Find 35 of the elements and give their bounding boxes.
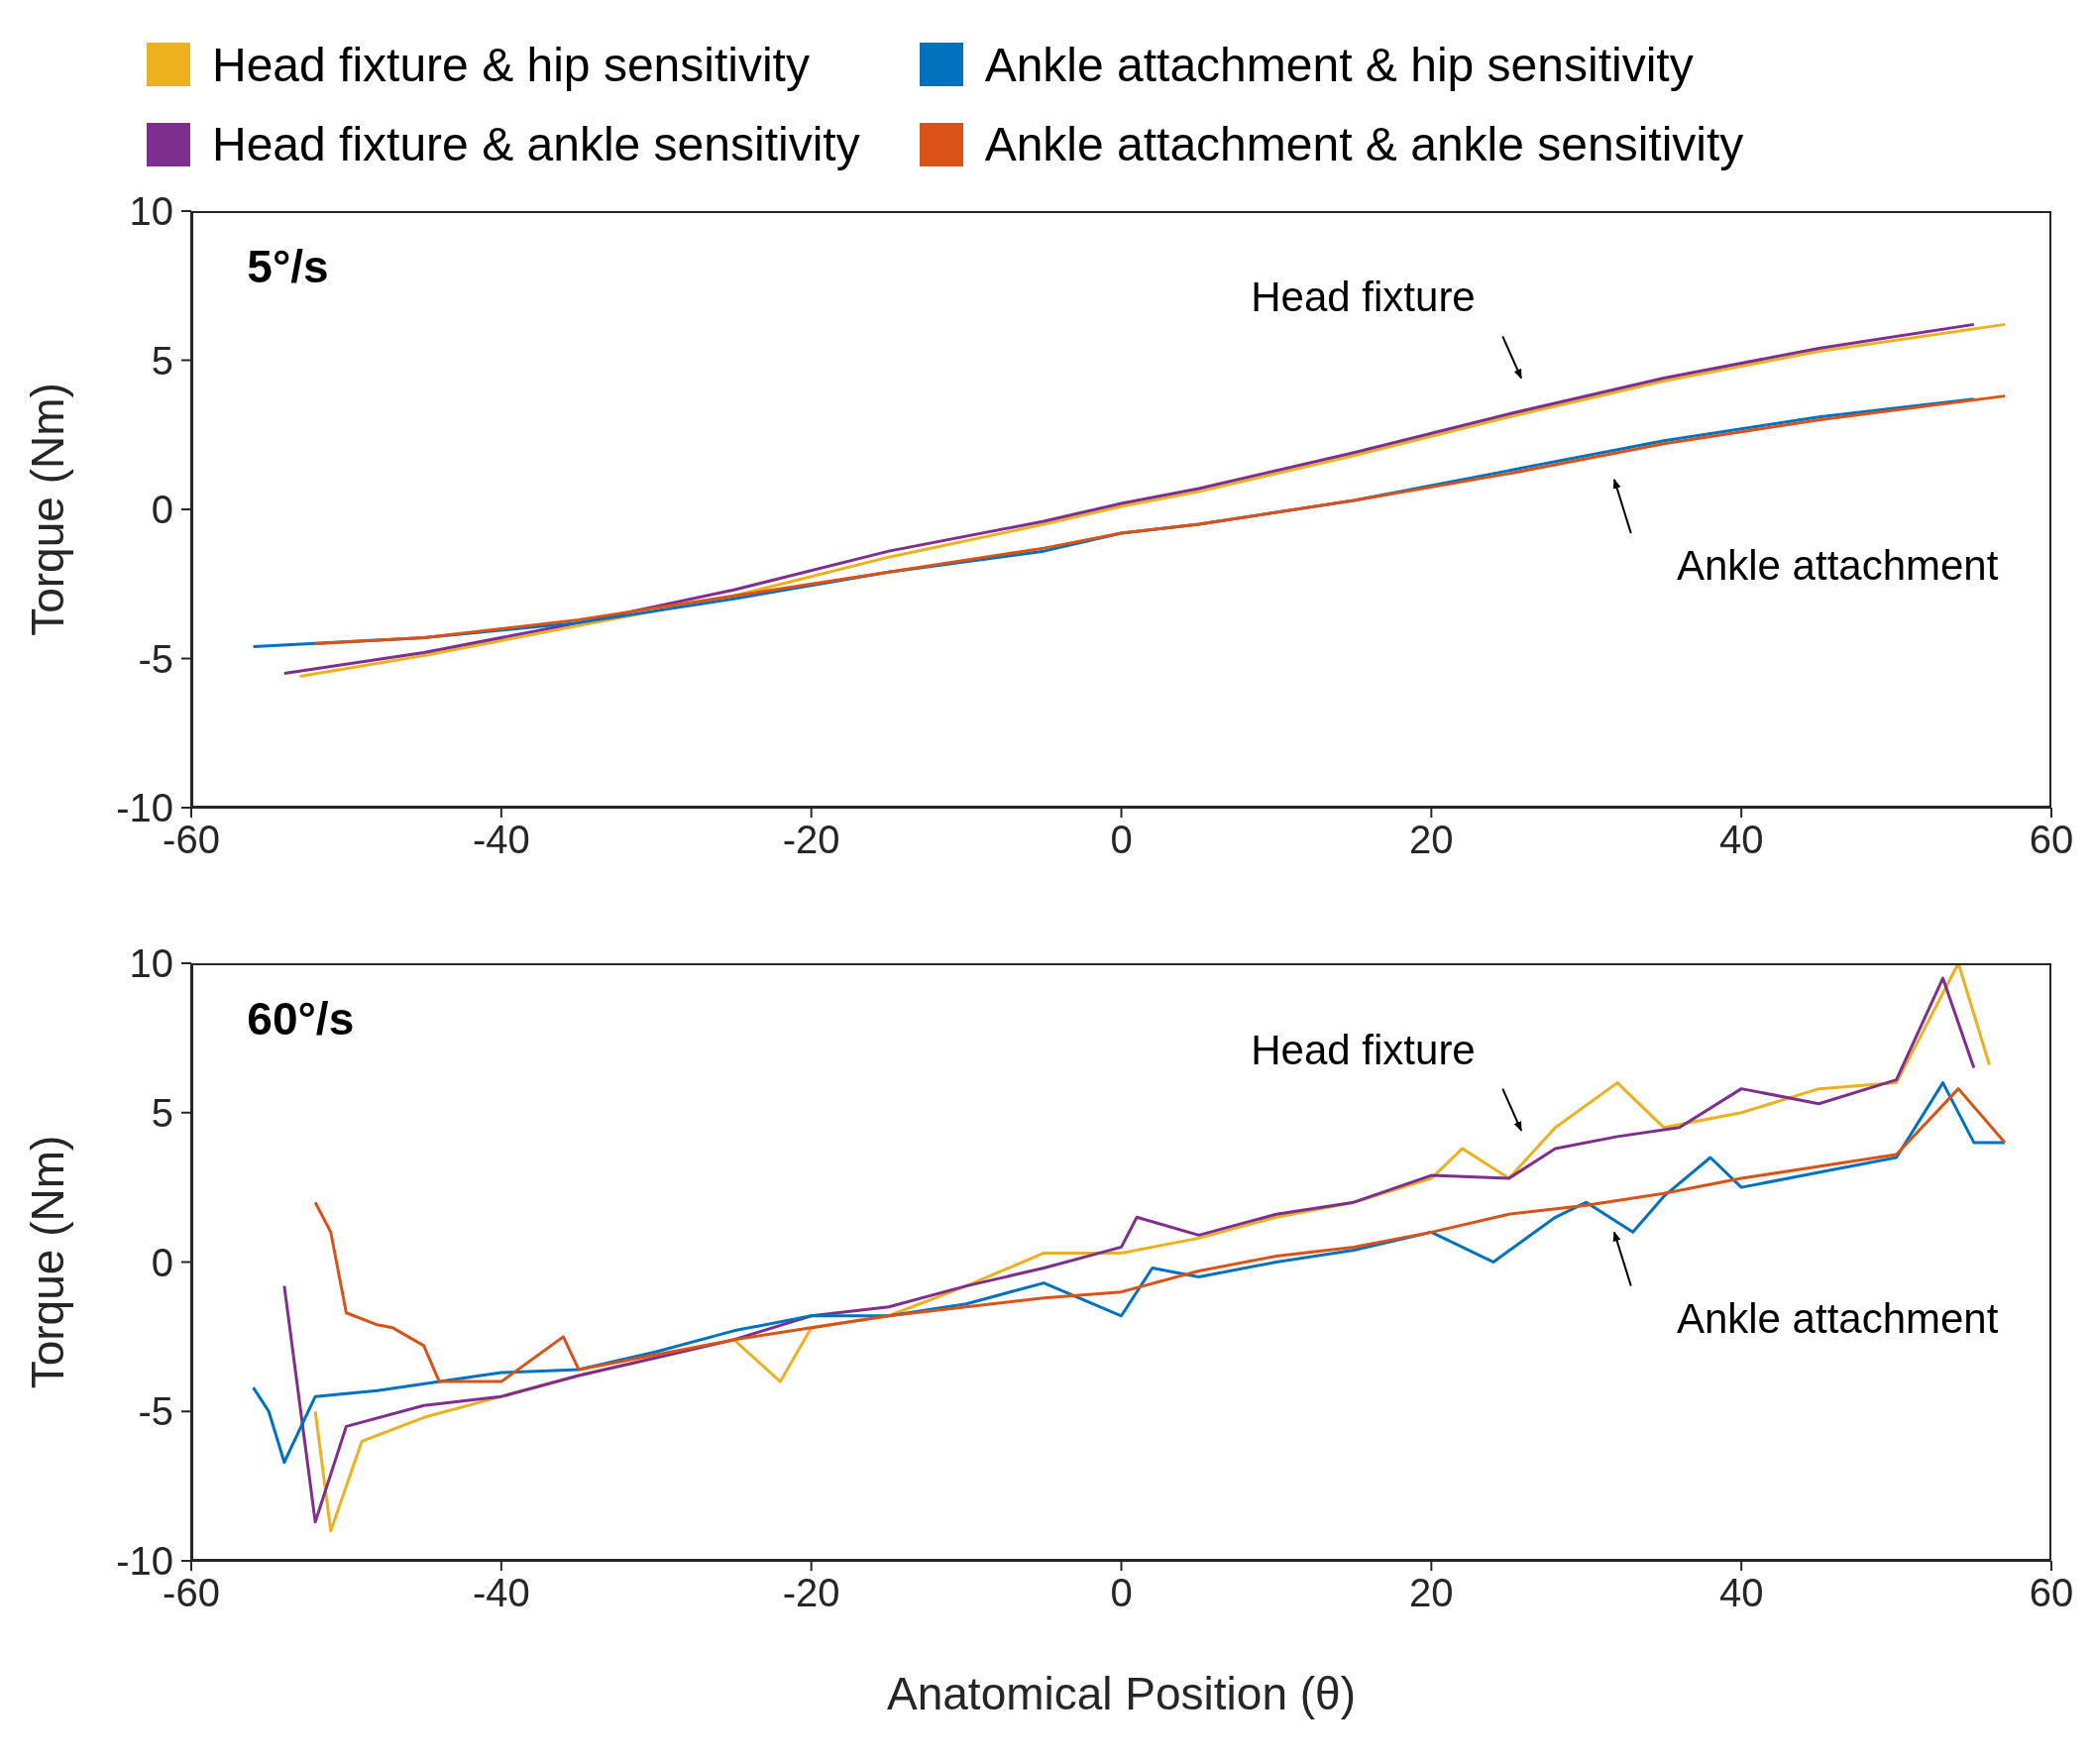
annotation: Head fixture [1251, 274, 1476, 321]
x-tick-label: 40 [1718, 818, 1764, 862]
y-tick-label: 0 [151, 1240, 173, 1284]
x-axis-title: Anatomical Position (θ) [887, 1668, 1356, 1719]
x-tick-label: 20 [1409, 818, 1454, 862]
y-axis-title: Torque (Nm) [22, 383, 74, 636]
legend-label: Head fixture & hip sensitivity [212, 37, 810, 92]
y-tick-label: 5 [151, 338, 173, 383]
legend-label: Head fixture & ankle sensitivity [212, 117, 860, 172]
line-series [252, 1081, 2007, 1465]
x-tick-label: 60 [2029, 818, 2074, 862]
annotation: 5°/s [247, 241, 329, 293]
x-tick-label: 60 [2029, 1571, 2074, 1615]
x-tick-label: 0 [1110, 1571, 1133, 1615]
x-tick-label: -20 [782, 818, 840, 862]
x-tick-label: 0 [1110, 818, 1133, 862]
x-tick-label: -40 [472, 1571, 530, 1615]
annotation: Head fixture [1251, 1026, 1476, 1073]
y-tick-label: 5 [151, 1090, 173, 1135]
x-tick-label: 40 [1718, 1571, 1764, 1615]
x-tick-label: -20 [782, 1571, 840, 1615]
y-axis-title: Torque (Nm) [22, 1135, 74, 1389]
annotation: 60°/s [247, 993, 355, 1046]
legend-label: Ankle attachment & ankle sensitivity [984, 117, 1744, 172]
legend-label: Ankle attachment & hip sensitivity [984, 37, 1694, 92]
x-tick-label: -40 [472, 818, 530, 862]
annotation: Ankle attachment [1676, 542, 1999, 590]
y-tick-label: -5 [138, 1389, 173, 1434]
line-series [313, 1087, 2007, 1383]
y-tick-label: 0 [151, 488, 173, 532]
annotation: Ankle attachment [1676, 1294, 1999, 1342]
y-tick-label: -5 [138, 636, 173, 681]
x-tick-label: 20 [1409, 1571, 1454, 1615]
y-tick-label: 10 [129, 189, 173, 234]
y-tick-label: 10 [129, 941, 173, 986]
